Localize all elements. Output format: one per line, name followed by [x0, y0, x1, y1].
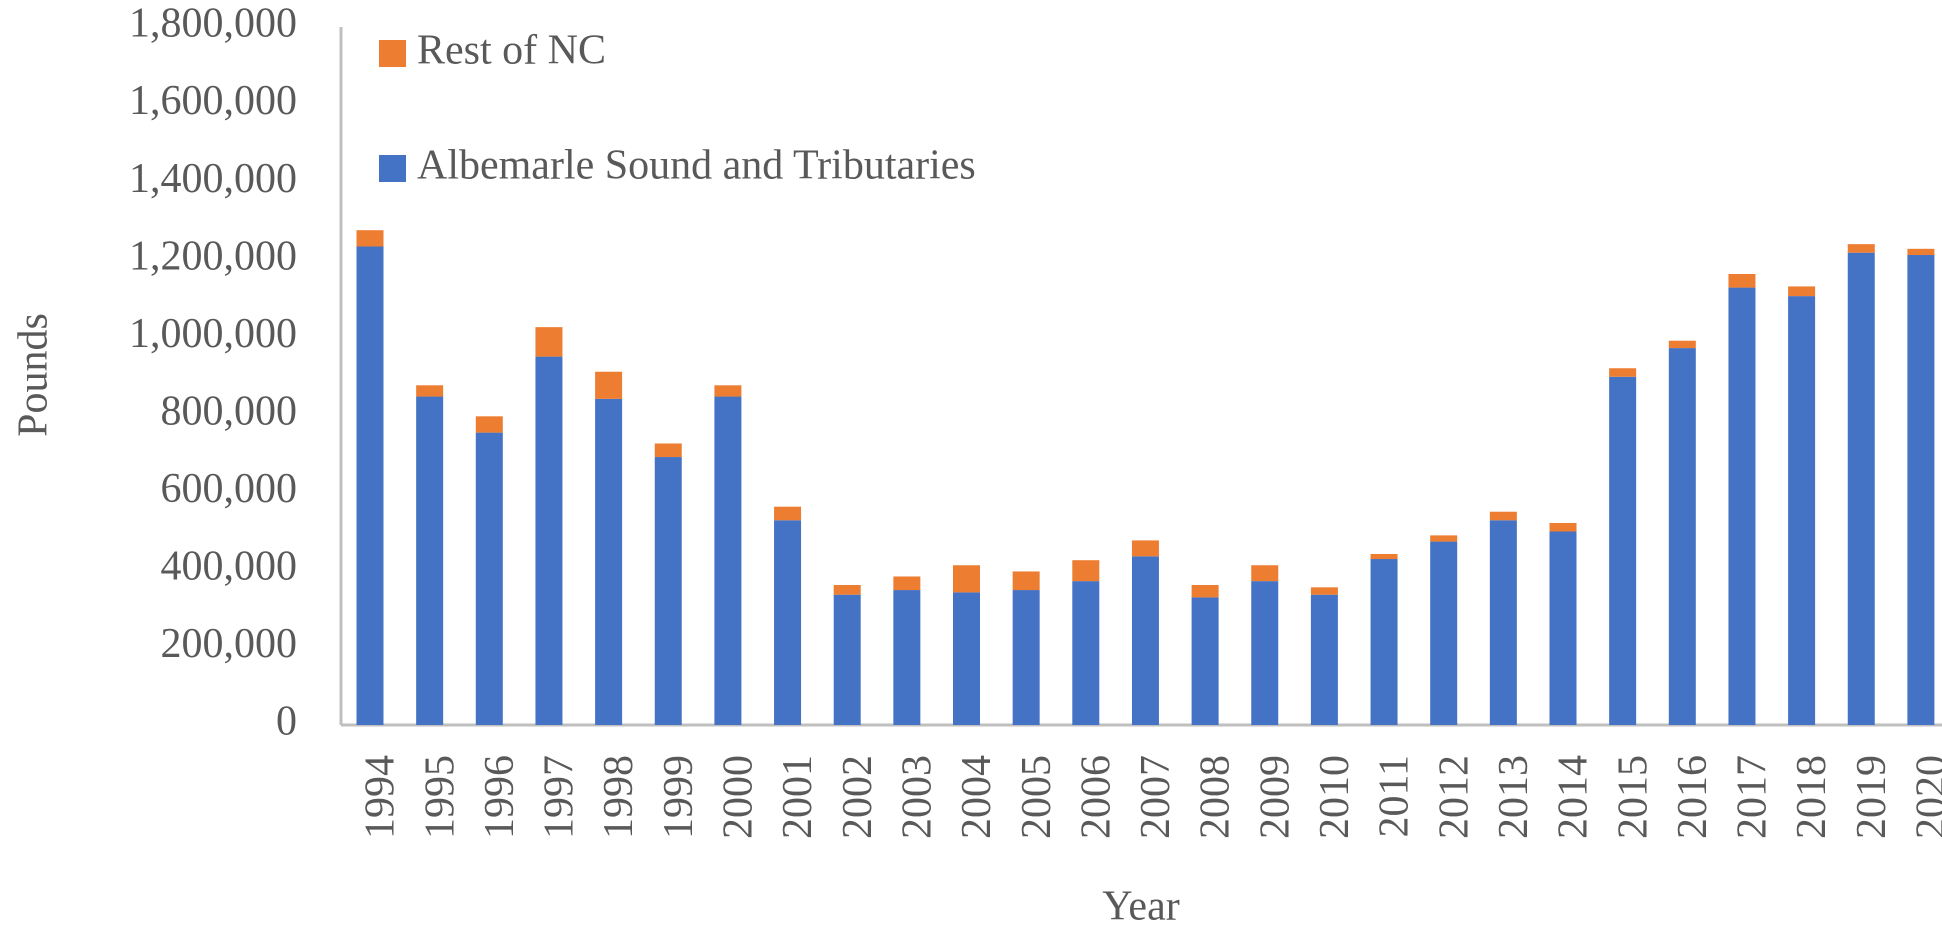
x-tick-label: 2015 — [1610, 755, 1656, 839]
y-tick-label: 800,000 — [161, 388, 298, 434]
x-tick-label: 2000 — [716, 755, 762, 839]
bar-segment — [1370, 559, 1398, 725]
x-tick-label: 2007 — [1133, 755, 1179, 839]
bar-segment — [1668, 340, 1696, 349]
x-tick-label: 2002 — [835, 755, 881, 839]
bar-segment — [475, 416, 503, 433]
bar-segment — [1310, 587, 1338, 595]
x-tick-label: 2010 — [1312, 755, 1358, 839]
bar-segment — [1430, 541, 1458, 725]
x-axis-title: Year — [1102, 884, 1179, 930]
x-tick-label: 2013 — [1491, 755, 1537, 839]
bar-segment — [654, 443, 682, 458]
bar-segment — [1251, 581, 1279, 725]
bar-segment — [1788, 296, 1816, 725]
bar-segment — [535, 356, 563, 725]
x-tick-label: 1997 — [537, 755, 583, 839]
bar-segment — [356, 246, 384, 725]
x-tick-label: 1998 — [596, 755, 642, 839]
bar-segment — [1072, 560, 1100, 582]
bar-segment — [1012, 571, 1040, 591]
x-tick-label: 2020 — [1909, 755, 1942, 839]
bar-segment — [714, 396, 742, 725]
x-tick-label: 2005 — [1014, 755, 1060, 839]
bar-segment — [953, 565, 980, 593]
bar-segment — [1191, 597, 1219, 725]
bar-segment — [1489, 520, 1517, 725]
bar-segment — [1430, 535, 1458, 542]
bar-segment — [1668, 348, 1696, 725]
bar-segment — [1012, 590, 1040, 725]
bar-segment — [1251, 565, 1279, 582]
bar-segment — [1788, 286, 1816, 297]
bar-segment — [893, 576, 921, 591]
bar-segment — [1549, 522, 1577, 532]
bar-segment — [1310, 594, 1338, 725]
bar-segment — [1131, 556, 1159, 725]
bar-segment — [1489, 511, 1517, 521]
bar-segment — [1907, 255, 1935, 725]
x-tick-label: 2009 — [1252, 755, 1298, 839]
y-tick-label: 200,000 — [161, 621, 298, 667]
bar-segment — [595, 398, 623, 725]
bar-segment — [416, 385, 444, 397]
x-tick-label: 1994 — [358, 755, 404, 839]
bar-segment — [1072, 581, 1100, 725]
x-tick-label: 2012 — [1431, 755, 1477, 839]
y-tick-label: 1,600,000 — [129, 78, 297, 124]
bar-segment — [774, 506, 802, 521]
x-tick-label: 2008 — [1193, 755, 1239, 839]
bar-segment — [833, 594, 861, 725]
x-tick-label: 2006 — [1073, 755, 1119, 839]
x-tick-label: 2004 — [954, 755, 1000, 839]
bar-segment — [416, 396, 444, 725]
y-tick-label: 0 — [276, 699, 297, 745]
bar-segment — [1907, 248, 1935, 256]
bar-segment — [953, 592, 980, 725]
y-tick-label: 400,000 — [161, 544, 298, 590]
bar-segment — [1728, 287, 1756, 725]
y-tick-label: 1,200,000 — [129, 233, 297, 279]
x-tick-label: 2018 — [1789, 755, 1835, 839]
bar-segment — [714, 385, 742, 397]
y-tick-label: 1,000,000 — [129, 311, 297, 357]
bar-segment — [1131, 540, 1159, 557]
legend-label: Rest of NC — [417, 28, 606, 74]
x-tick-label: 2003 — [894, 755, 940, 839]
y-axis-title: Pounds — [11, 313, 57, 437]
legend-swatch — [379, 40, 406, 67]
x-tick-label: 2011 — [1372, 755, 1418, 837]
bar-segment — [356, 230, 384, 247]
x-tick-label: 2016 — [1670, 755, 1716, 839]
bar-segment — [1847, 244, 1875, 253]
bar-segment — [535, 327, 563, 357]
bar-segment — [1549, 531, 1577, 725]
legend-label: Albemarle Sound and Tributaries — [417, 143, 976, 189]
bar-segment — [1609, 376, 1637, 725]
bar-segment — [1609, 368, 1637, 377]
bar-segment — [774, 520, 802, 725]
bar-segment — [595, 371, 623, 399]
x-tick-label: 2001 — [775, 755, 821, 839]
x-tick-label: 2014 — [1551, 755, 1597, 839]
bar-segment — [1191, 585, 1219, 598]
y-tick-label: 1,400,000 — [129, 156, 297, 202]
bar-segment — [833, 585, 861, 595]
legend-swatch — [379, 155, 406, 182]
bar-segment — [1847, 252, 1875, 726]
x-tick-label: 2017 — [1730, 755, 1776, 839]
y-tick-label: 600,000 — [161, 466, 298, 512]
x-tick-label: 2019 — [1849, 755, 1895, 839]
bar-segment — [893, 590, 921, 725]
x-tick-label: 1995 — [417, 755, 463, 839]
x-tick-label: 1999 — [656, 755, 702, 839]
bar-segment — [475, 432, 503, 725]
y-tick-label: 1,800,000 — [129, 1, 297, 47]
bar-segment — [654, 457, 682, 725]
x-tick-label: 1996 — [477, 755, 523, 839]
bar-segment — [1728, 274, 1756, 288]
bar-segment — [1370, 553, 1398, 560]
